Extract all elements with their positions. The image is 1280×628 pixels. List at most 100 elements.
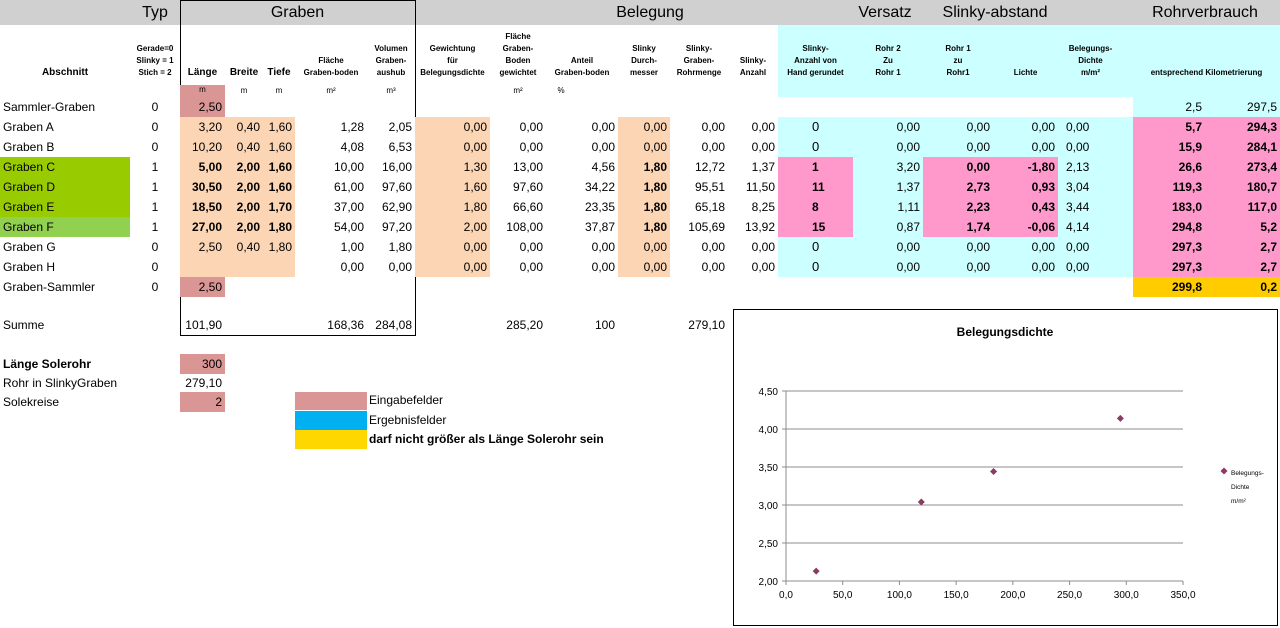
cell-breite[interactable]: 0,40 bbox=[225, 137, 263, 157]
cell-km2: 180,7 bbox=[1205, 177, 1280, 197]
cell-durch[interactable]: 0,00 bbox=[618, 117, 670, 137]
cell-laenge[interactable]: 10,20 bbox=[180, 137, 225, 157]
header-laenge: Länge bbox=[180, 67, 225, 79]
cell-gew[interactable]: 2,00 bbox=[415, 217, 490, 237]
cell-typ: 0 bbox=[151, 120, 159, 134]
header-gewichtung-line: Gewichtung bbox=[429, 44, 476, 53]
cell-laenge[interactable]: 18,50 bbox=[180, 197, 225, 217]
cell-hand[interactable]: 0 bbox=[778, 117, 853, 137]
cell-durch[interactable]: 1,80 bbox=[618, 177, 670, 197]
cell-tiefe[interactable] bbox=[263, 257, 295, 277]
legend-swatch-eingabe bbox=[295, 392, 367, 410]
header-rohrmenge-line: Slinky- bbox=[685, 44, 713, 53]
cell-hand[interactable]: 8 bbox=[778, 197, 853, 217]
cell-lichte: 0,00 bbox=[993, 237, 1058, 257]
cell-fgew bbox=[490, 97, 546, 117]
cell-tiefe[interactable]: 1,70 bbox=[263, 197, 295, 217]
cell-breite[interactable]: 2,00 bbox=[225, 157, 263, 177]
cell-gew[interactable]: 1,30 bbox=[415, 157, 490, 177]
cell-breite[interactable]: 0,40 bbox=[225, 117, 263, 137]
cell-dichte bbox=[1058, 97, 1133, 117]
header-lichte-line: Lichte bbox=[1013, 68, 1038, 77]
group-header-belegung: Belegung bbox=[616, 4, 684, 21]
header-hand-gerundet-line: Hand gerundet bbox=[787, 68, 844, 77]
cell-fgew: 0,00 bbox=[519, 140, 543, 154]
cell-durch[interactable]: 1,80 bbox=[618, 157, 670, 177]
cell-name: Sammler-Graben bbox=[3, 100, 96, 114]
cell-tiefe bbox=[263, 277, 295, 297]
cell-hand[interactable]: 0 bbox=[778, 257, 853, 277]
cell-gew[interactable]: 1,60 bbox=[415, 177, 490, 197]
cell-laenge[interactable]: 5,00 bbox=[180, 157, 225, 177]
cell-durch bbox=[618, 97, 670, 117]
cell-durch[interactable]: 1,80 bbox=[618, 217, 670, 237]
summe-volumen: 284,08 bbox=[375, 318, 412, 332]
cell-laenge[interactable]: 2,50 bbox=[180, 277, 225, 297]
cell-rohr bbox=[670, 277, 728, 297]
y-tick-label: 2,00 bbox=[759, 577, 779, 588]
cell-durch[interactable]: 0,00 bbox=[618, 257, 670, 277]
solekreise-input[interactable]: 2 bbox=[180, 392, 225, 412]
legend-label: Belegungs- bbox=[1231, 470, 1264, 477]
cell-name: Graben B bbox=[3, 140, 55, 154]
cell-breite[interactable]: 2,00 bbox=[225, 217, 263, 237]
header-gewichtung: Gewichtung für Belegungsdichte bbox=[415, 43, 490, 79]
cell-breite[interactable]: 2,00 bbox=[225, 177, 263, 197]
cell-laenge[interactable]: 30,50 bbox=[180, 177, 225, 197]
cell-tiefe[interactable]: 1,80 bbox=[263, 217, 295, 237]
header-durchmesser-line: Slinky bbox=[632, 44, 656, 53]
cell-laenge[interactable] bbox=[180, 257, 225, 277]
cell-r2 bbox=[853, 277, 923, 297]
header-rohr1-line: Rohr1 bbox=[946, 68, 970, 77]
cell-typ: 0 bbox=[151, 280, 159, 294]
cell-r1: 2,73 bbox=[923, 177, 993, 197]
cell-breite[interactable]: 0,40 bbox=[225, 237, 263, 257]
header-flaeche-line: Fläche bbox=[318, 56, 344, 65]
cell-fgew: 108,00 bbox=[506, 220, 543, 234]
cell-hand[interactable]: 15 bbox=[778, 217, 853, 237]
cell-r2: 0,00 bbox=[853, 137, 923, 157]
cell-tiefe[interactable]: 1,60 bbox=[263, 117, 295, 137]
header-rohr2: Rohr 2 Zu Rohr 1 bbox=[853, 43, 923, 79]
cell-flaeche: 4,08 bbox=[340, 140, 364, 154]
cell-durch[interactable]: 0,00 bbox=[618, 137, 670, 157]
cell-dichte: 0,00 bbox=[1058, 257, 1133, 277]
cell-flaeche: 1,28 bbox=[340, 120, 364, 134]
cell-tiefe[interactable]: 1,60 bbox=[263, 137, 295, 157]
cell-laenge[interactable]: 2,50 bbox=[180, 97, 225, 117]
cell-gew[interactable]: 0,00 bbox=[415, 237, 490, 257]
header-volumen-line: aushub bbox=[376, 68, 406, 77]
cell-tiefe[interactable]: 1,80 bbox=[263, 237, 295, 257]
cell-lichte: 0,00 bbox=[993, 117, 1058, 137]
cell-r2: 0,00 bbox=[853, 237, 923, 257]
cell-hand[interactable]: 1 bbox=[778, 157, 853, 177]
cell-breite[interactable]: 2,00 bbox=[225, 197, 263, 217]
cell-fgew: 13,00 bbox=[512, 160, 543, 174]
x-tick-label: 150,0 bbox=[944, 590, 969, 601]
cell-gew[interactable]: 0,00 bbox=[415, 137, 490, 157]
cell-durch[interactable]: 0,00 bbox=[618, 237, 670, 257]
cell-laenge[interactable]: 2,50 bbox=[180, 237, 225, 257]
cell-laenge[interactable]: 3,20 bbox=[180, 117, 225, 137]
cell-r2: 0,87 bbox=[853, 217, 923, 237]
cell-r1: 2,23 bbox=[923, 197, 993, 217]
chart-container[interactable]: Belegungsdichte 2,00 2,50 3,00 3,50 4,00 4,50 0… bbox=[733, 309, 1278, 626]
cell-gew[interactable]: 0,00 bbox=[415, 257, 490, 277]
cell-hand[interactable]: 0 bbox=[778, 137, 853, 157]
cell-hand[interactable]: 11 bbox=[778, 177, 853, 197]
cell-hand[interactable]: 0 bbox=[778, 237, 853, 257]
header-abschnitt: Abschnitt bbox=[0, 67, 130, 79]
cell-dichte: 4,14 bbox=[1058, 217, 1133, 237]
cell-durch[interactable]: 1,80 bbox=[618, 197, 670, 217]
cell-gew[interactable]: 1,80 bbox=[415, 197, 490, 217]
header-dichte-line: Belegungs- bbox=[1068, 44, 1113, 53]
cell-breite[interactable] bbox=[225, 257, 263, 277]
cell-gew[interactable]: 0,00 bbox=[415, 117, 490, 137]
laenge-solerohr-input[interactable]: 300 bbox=[180, 354, 225, 374]
cell-laenge[interactable]: 27,00 bbox=[180, 217, 225, 237]
cell-tiefe bbox=[263, 97, 295, 117]
cell-tiefe[interactable]: 1,60 bbox=[263, 157, 295, 177]
cell-tiefe[interactable]: 1,60 bbox=[263, 177, 295, 197]
unit-tiefe: m bbox=[275, 86, 283, 95]
unit-anteil: % bbox=[557, 86, 565, 95]
